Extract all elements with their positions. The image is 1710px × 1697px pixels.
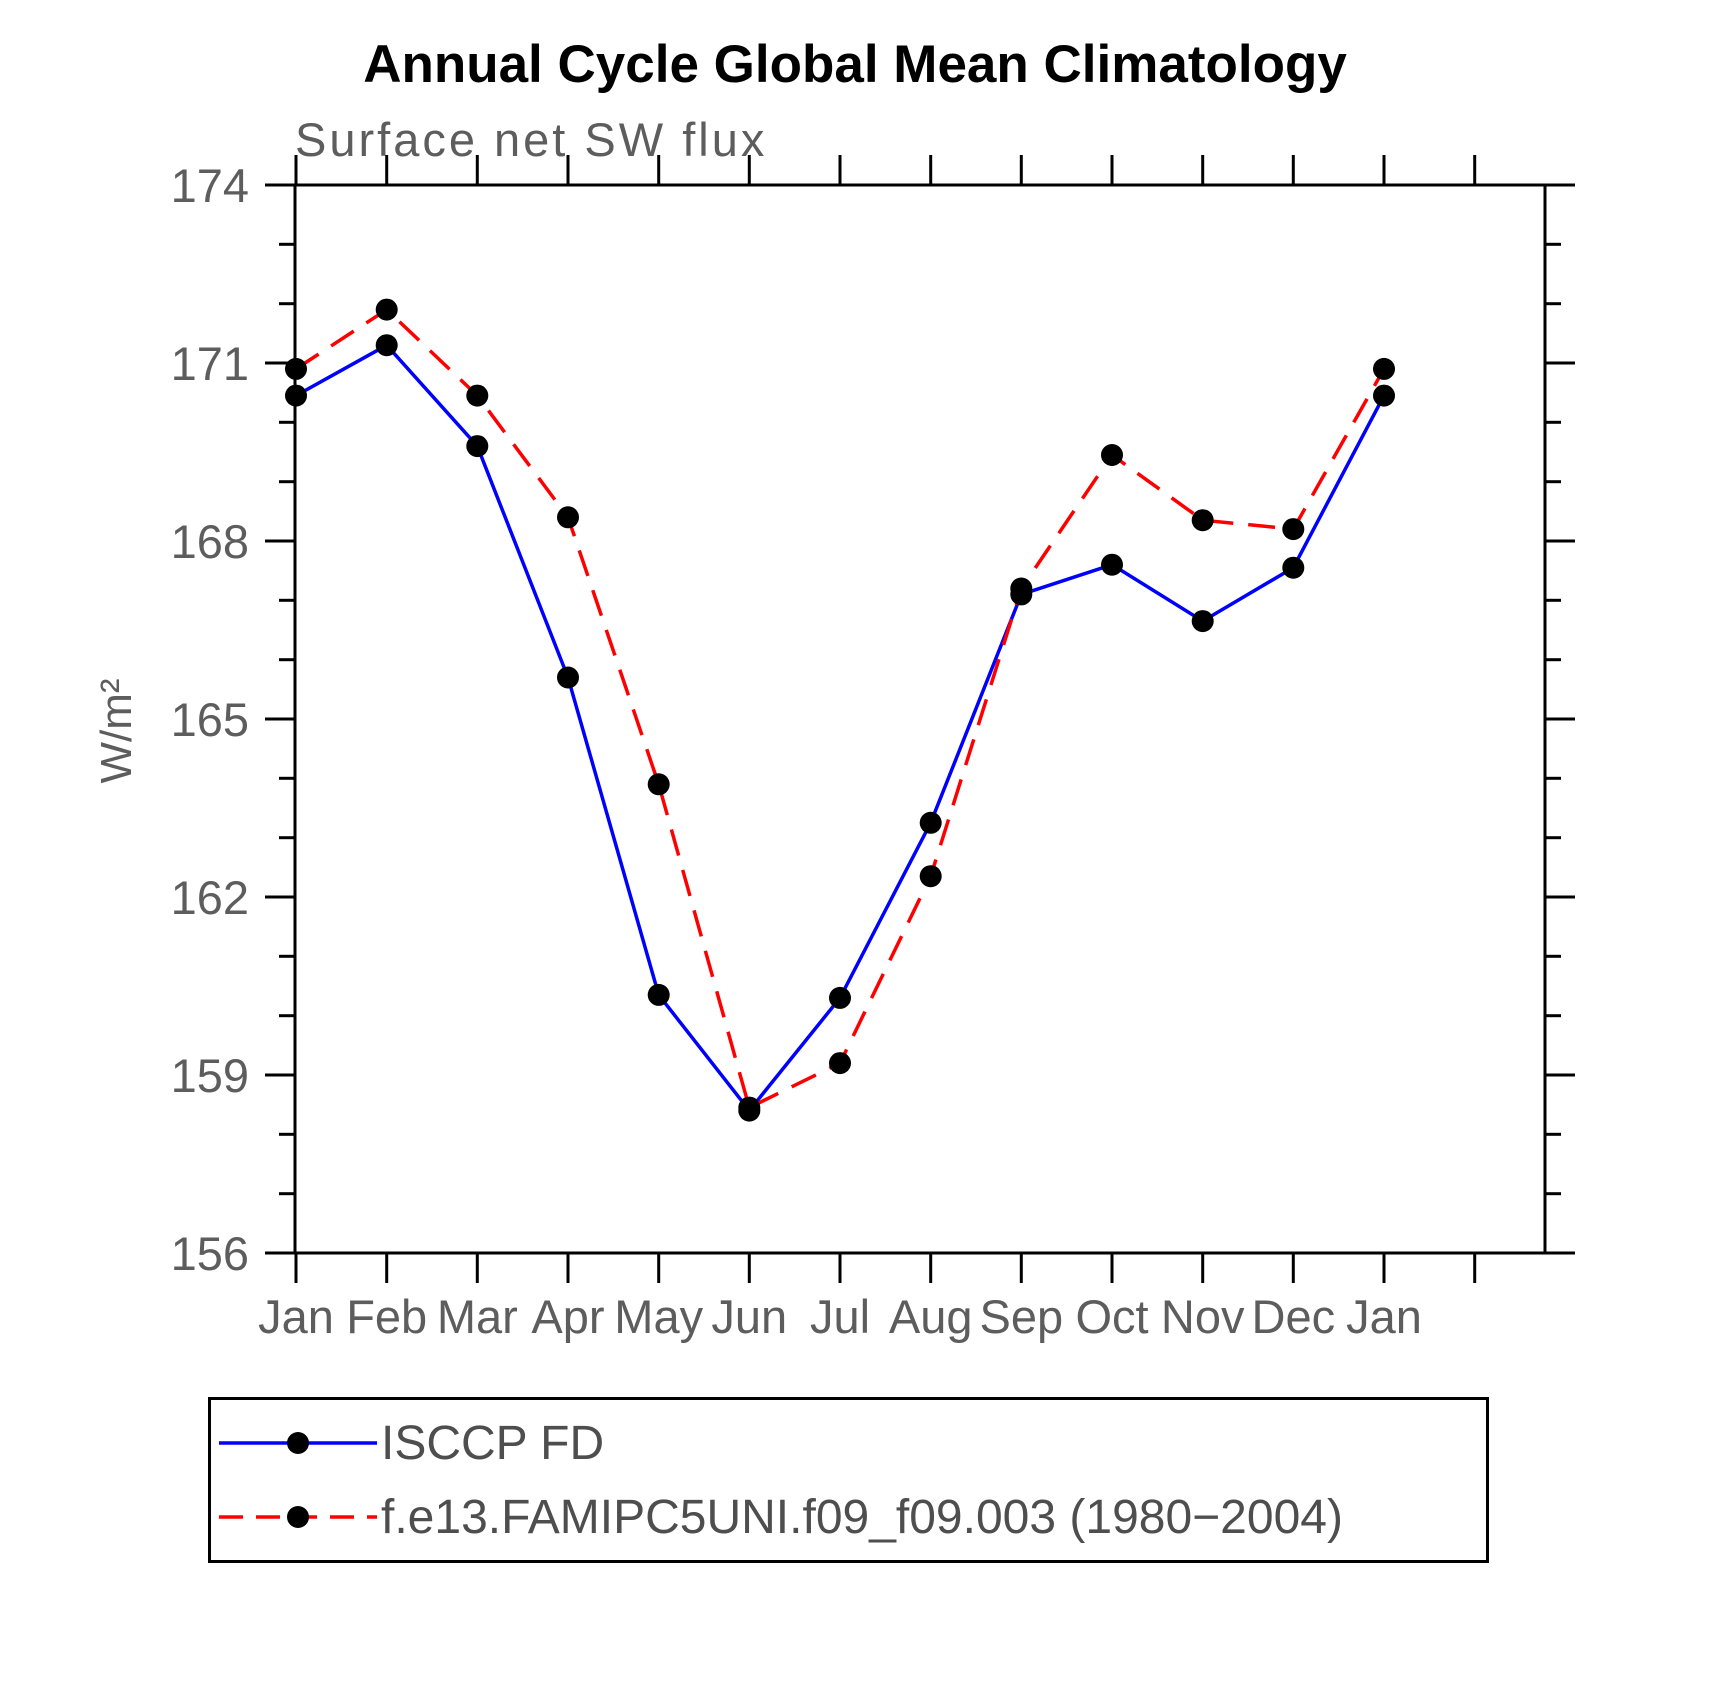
- svg-text:159: 159: [171, 1049, 249, 1102]
- svg-text:162: 162: [171, 871, 249, 924]
- svg-text:Jan: Jan: [258, 1290, 334, 1343]
- svg-text:Feb: Feb: [346, 1290, 427, 1343]
- svg-text:171: 171: [171, 337, 249, 390]
- legend: ISCCP FD f.e13.FAMIPC5UNI.f09_f09.003 (1…: [208, 1397, 1489, 1563]
- svg-text:Aug: Aug: [889, 1290, 973, 1343]
- legend-label-isccp: ISCCP FD: [381, 1416, 605, 1470]
- chart-subtitle: Surface net SW flux: [295, 113, 768, 166]
- svg-text:Dec: Dec: [1252, 1290, 1336, 1343]
- svg-text:Apr: Apr: [531, 1290, 604, 1343]
- legend-line-sample-model: [217, 1501, 379, 1533]
- svg-text:Nov: Nov: [1161, 1290, 1245, 1343]
- svg-text:174: 174: [171, 159, 249, 212]
- svg-text:156: 156: [171, 1227, 249, 1280]
- svg-text:Oct: Oct: [1075, 1290, 1148, 1343]
- svg-text:165: 165: [171, 693, 249, 746]
- legend-item-isccp: ISCCP FD: [217, 1416, 1486, 1471]
- svg-text:168: 168: [171, 515, 249, 568]
- svg-text:Mar: Mar: [437, 1290, 518, 1343]
- legend-item-model: f.e13.FAMIPC5UNI.f09_f09.003 (1980−2004): [217, 1490, 1486, 1545]
- svg-text:Sep: Sep: [979, 1290, 1063, 1343]
- chart-title: Annual Cycle Global Mean Climatology: [363, 35, 1347, 94]
- svg-text:Jul: Jul: [810, 1290, 870, 1343]
- legend-label-model: f.e13.FAMIPC5UNI.f09_f09.003 (1980−2004): [381, 1490, 1343, 1544]
- svg-text:Jun: Jun: [711, 1290, 787, 1343]
- svg-text:Jan: Jan: [1346, 1290, 1422, 1343]
- svg-text:May: May: [614, 1290, 703, 1343]
- legend-line-sample-isccp: [217, 1427, 379, 1459]
